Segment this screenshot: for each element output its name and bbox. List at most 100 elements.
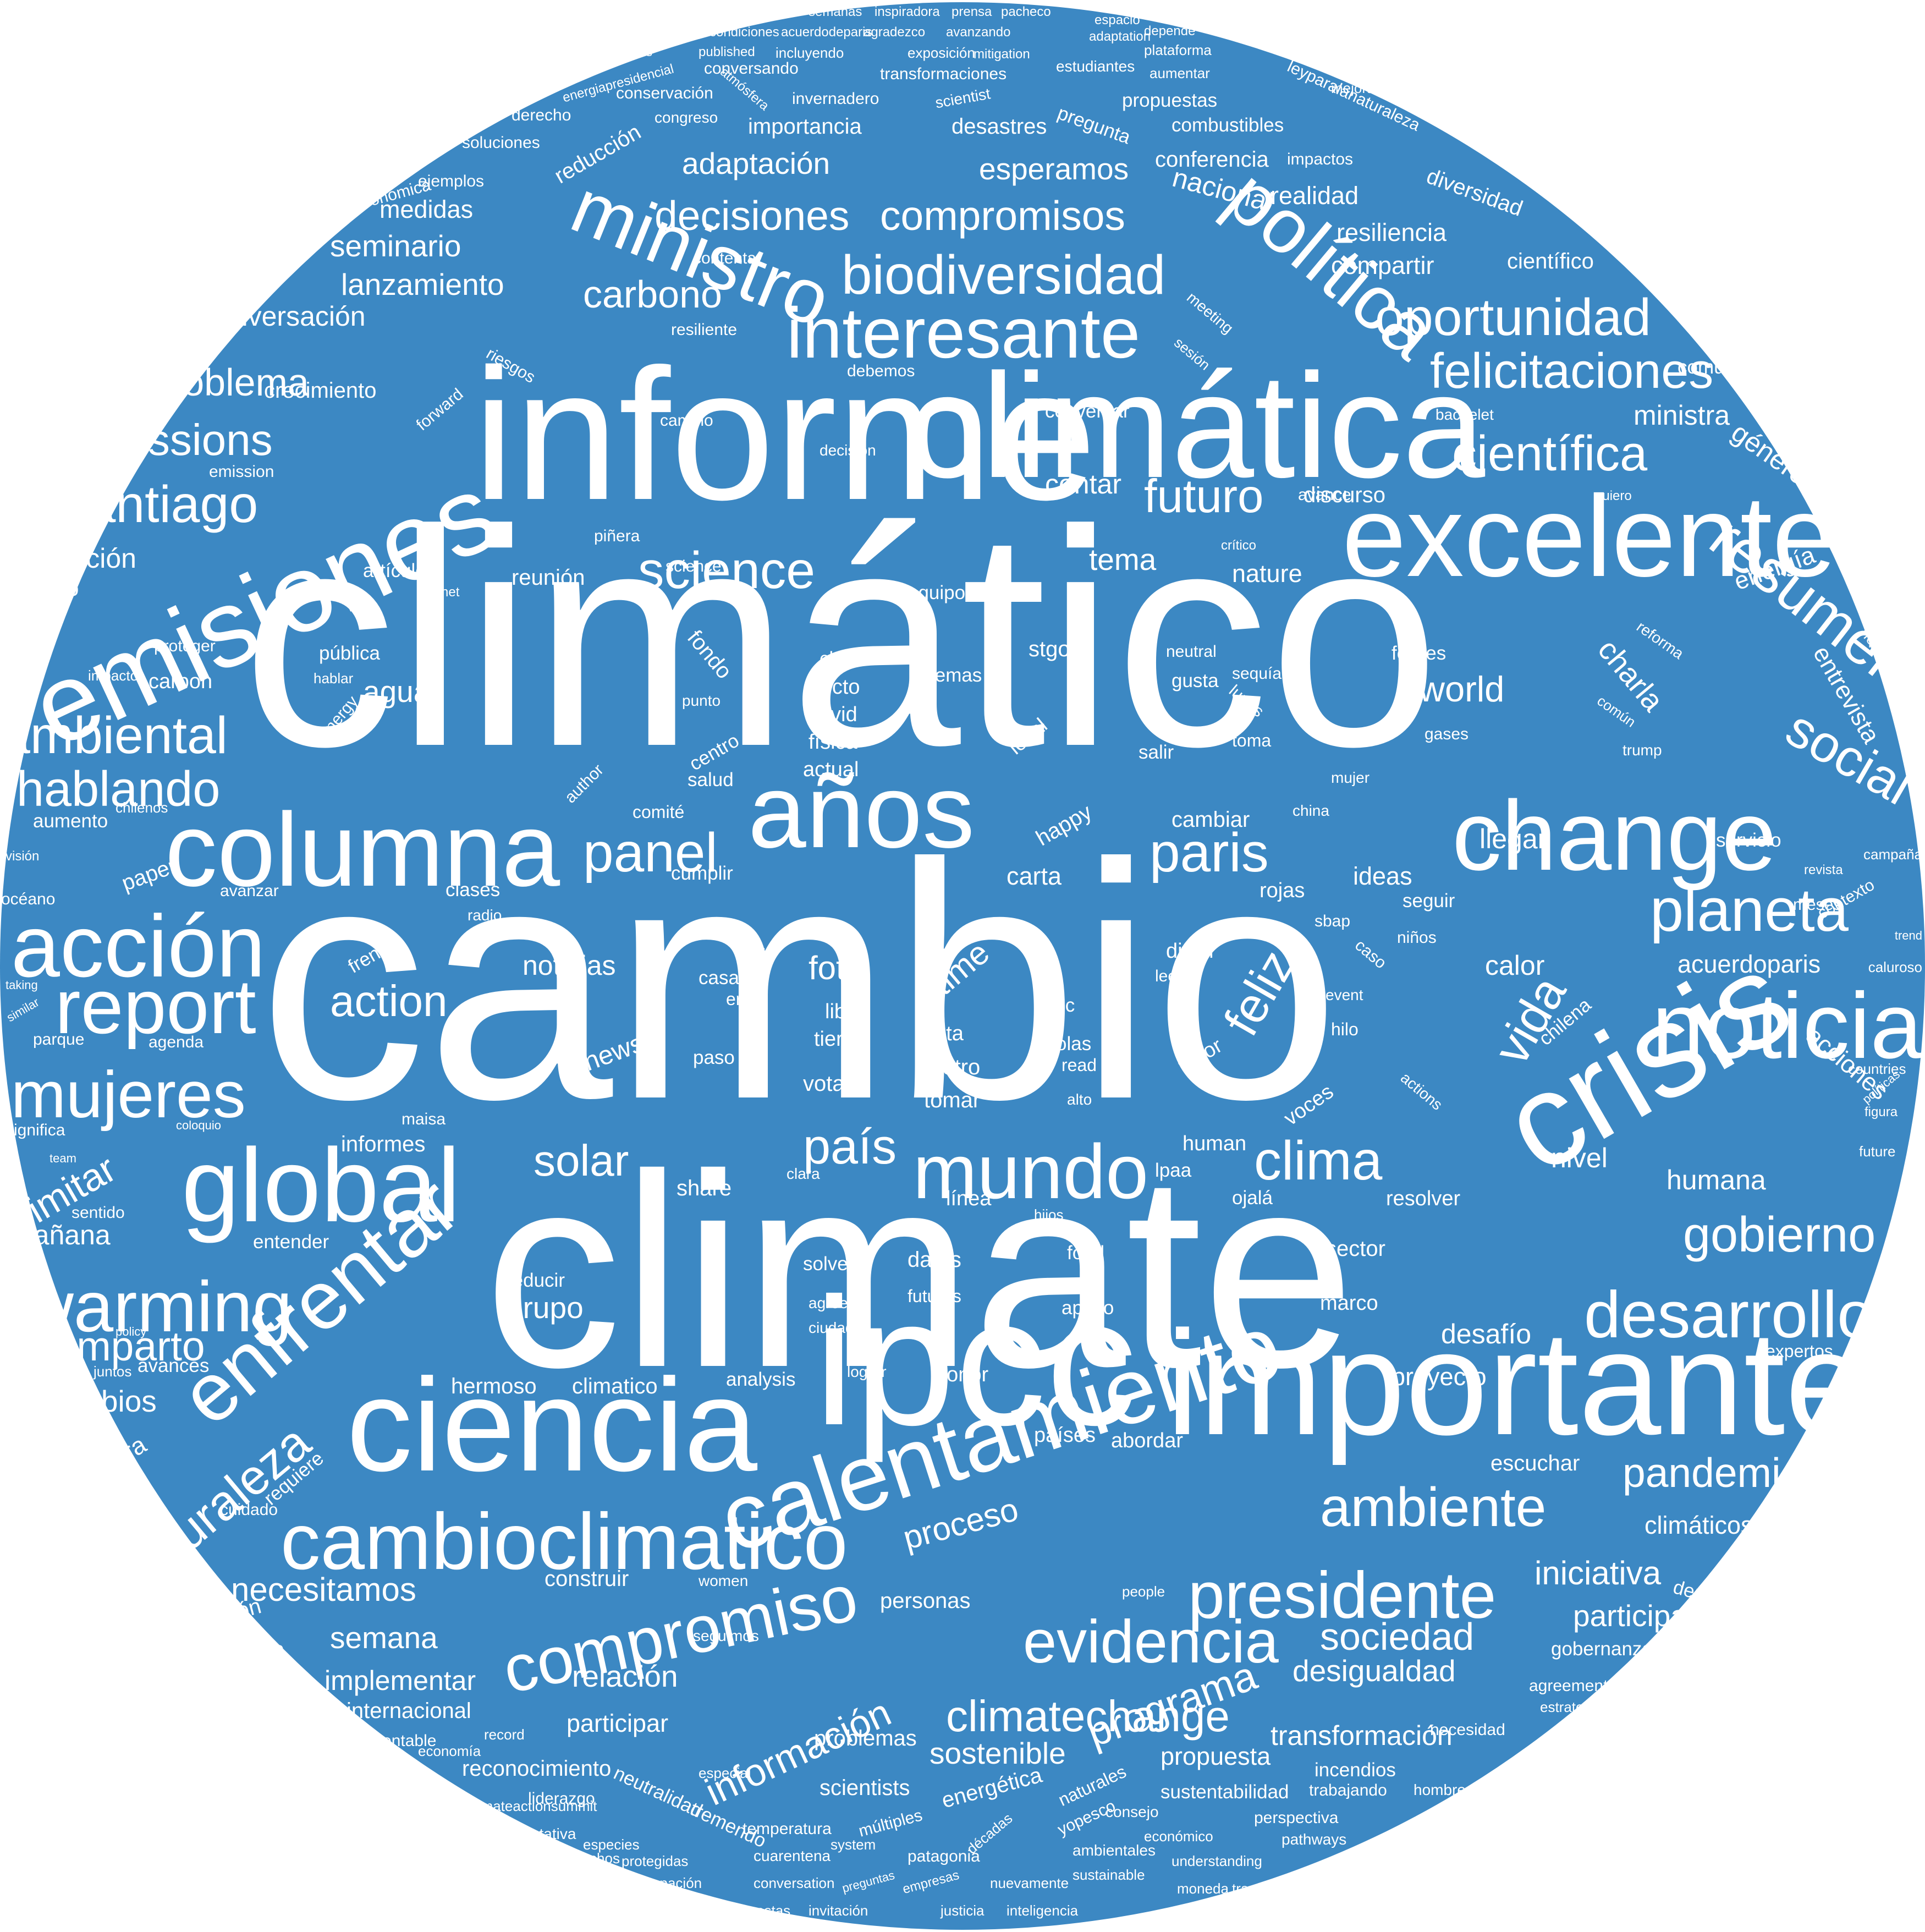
cloud-word: revista [1804,863,1843,877]
cloud-word: efectos [258,1776,301,1791]
cloud-word: actual [803,758,859,781]
cloud-word: totalmente [1634,1710,1711,1728]
cloud-word: millones [1865,225,1905,237]
cloud-word: futuras [908,1286,961,1306]
cloud-word: countries [1848,1061,1906,1077]
cloud-word: física [809,731,857,754]
cloud-word: change [1452,781,1777,891]
cloud-word: fósiles [1392,643,1447,664]
cloud-word: sector [1326,1237,1385,1261]
cloud-word: cumplir [671,863,733,884]
cloud-word: sentido [72,1204,125,1222]
cloud-word: bienestar [308,164,372,181]
cloud-word: completo [324,1795,374,1809]
cloud-word: transversal [1177,6,1236,19]
cloud-word: personas [880,1589,971,1613]
cloud-word: públicas [198,1706,251,1722]
cloud-word: seguimos [693,1627,759,1644]
cloud-word: soluciones [462,134,540,152]
cloud-word: resiliencia [1336,218,1447,246]
cloud-word: transition [1480,58,1533,73]
cloud-word: apoyo [1062,1297,1114,1319]
cloud-word: fundamental [11,230,90,279]
cloud-word: ciudad [809,1319,854,1336]
cloud-word: sustentable [352,1732,437,1750]
cloud-word: significa [6,1121,65,1139]
cloud-word: décadas [963,1809,1016,1858]
cloud-word: agua [363,674,431,709]
cloud-word: estudio [1727,1550,1798,1574]
cloud-word: valores [61,1682,111,1699]
cloud-word: science [638,541,816,600]
cloud-word: ipcc [814,1260,1137,1463]
cloud-word: campaña [1863,846,1922,863]
cloud-word: invitación [809,1902,868,1919]
cloud-word: lpaa [1155,1160,1192,1181]
cloud-word: evaluación [1386,58,1455,74]
cloud-word: depende [1144,24,1196,39]
cloud-word: climatechange [946,1692,1230,1741]
cloud-word: esperamos [979,152,1129,186]
cloud-word: nivel [1551,1143,1608,1173]
cloud-word: especies [583,1836,640,1853]
cloud-word: hablando [16,762,221,817]
cloud-word: discurso [1304,483,1385,507]
cloud-word: justicia [941,1902,985,1919]
cloud-word: años [748,753,975,870]
cloud-word: niños [1397,929,1437,947]
cloud-word: talk [693,918,726,941]
cloud-word: científica [1452,426,1648,481]
cloud-word: matriz [6,604,45,621]
cloud-word: electoral [1777,194,1823,208]
cloud-word: aumentar [1150,65,1210,81]
cloud-word: carbon [148,670,213,693]
cloud-word: pacheco [1001,4,1051,19]
cloud-word: development [396,1814,465,1828]
cloud-word: noticias [522,950,616,981]
cloud-word: ambiental [1,706,228,765]
cloud-word: escazú [38,1635,84,1652]
cloud-word: presidente [1188,1558,1497,1632]
cloud-word: alto [1067,1091,1092,1108]
cloud-word: transición [1458,1803,1519,1820]
cloud-word: women [698,1572,749,1589]
cloud-word: contenta [693,249,757,267]
cloud-word: planet [424,585,460,600]
cloud-word: pregunta [1054,102,1134,149]
cloud-word: gusta [1172,670,1219,691]
cloud-word: facultad [1304,1880,1350,1895]
cloud-word: compromisos [880,193,1125,239]
cloud-word: transformaciones [880,65,1007,83]
cloud-word: sostenible [930,1736,1066,1770]
cloud-word: desigualdad [1292,1654,1456,1688]
cloud-word: propuesta [1160,1742,1271,1770]
cloud-word: respuestas [721,1902,791,1919]
cloud-word: gases [1425,725,1469,743]
cloud-word: leaders [1254,17,1301,34]
cloud-word: artículo [363,560,426,581]
cloud-word: marco [1320,1292,1378,1315]
cloud-word: hijos [1034,1206,1064,1223]
cloud-word: southern [490,78,541,93]
cloud-word: reducir [506,1270,565,1291]
cloud-word: neutral [1166,643,1217,661]
cloud-word: climateactionsummit [468,1798,597,1814]
cloud-word: panel [583,822,718,883]
cloud-word: vuelta [6,1366,38,1380]
cloud-word: representativa [479,1825,576,1842]
cloud-word: adaptación [682,146,831,180]
cloud-word: forward [413,385,467,435]
cloud-word: cámara [1408,81,1449,95]
cloud-word: agreement [1529,1677,1608,1695]
cloud-word: problemas [814,1726,917,1750]
cloud-word: people [1122,1583,1165,1600]
cloud-word: economía [418,1743,481,1759]
cloud-word: gobierno [1683,1208,1876,1263]
cloud-word: vergüenza [182,1776,244,1791]
cloud-word: especial [698,1765,751,1781]
cloud-word: cambios [44,1384,157,1418]
cloud-word: atribución [165,226,232,243]
cloud-word: científico [1507,249,1594,273]
cloud-word: ministerio [230,216,302,262]
cloud-word: coloquio [176,1118,221,1132]
